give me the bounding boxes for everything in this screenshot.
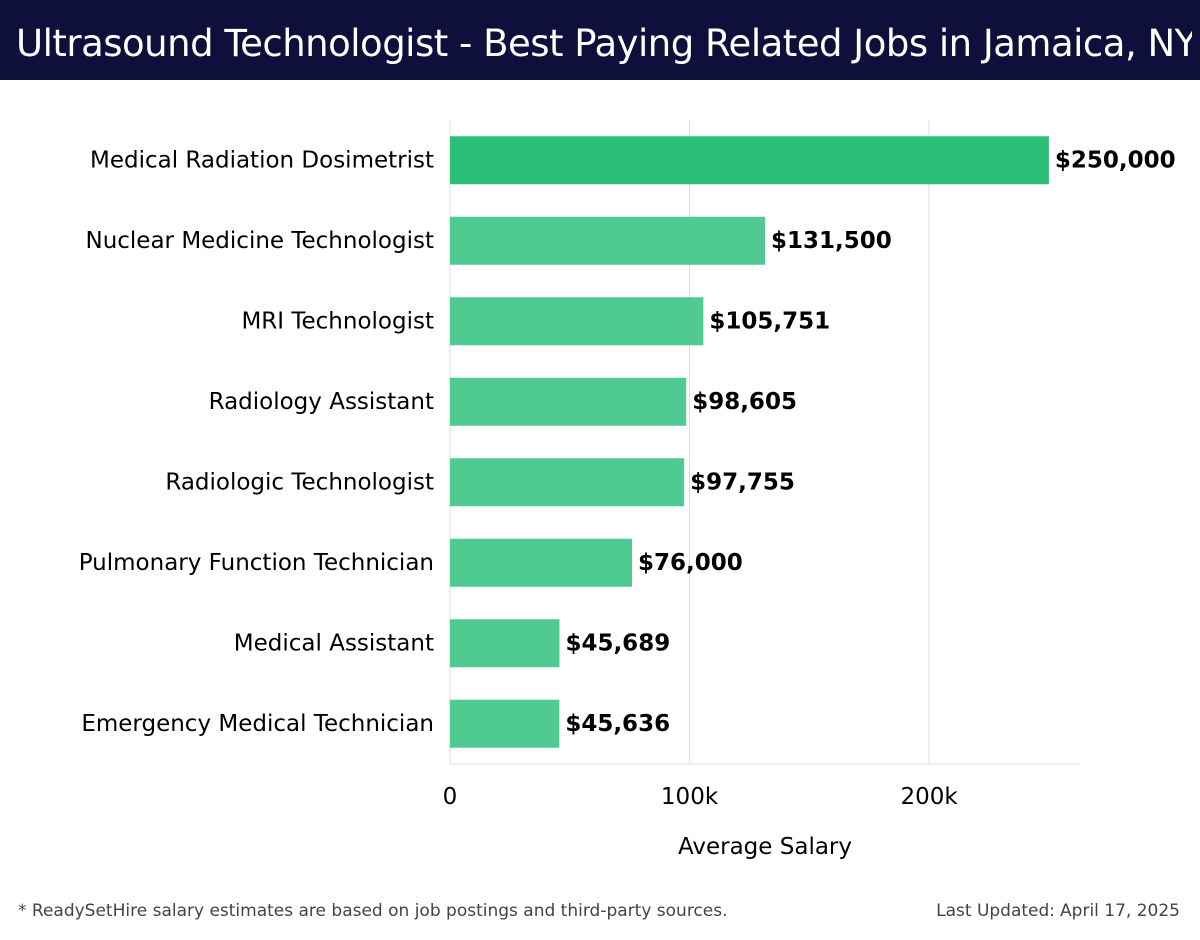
value-labels: $250,000 $131,500 $105,751 $98,605 $97,755 $7… bbox=[565, 147, 1175, 737]
bar bbox=[450, 216, 765, 265]
bars bbox=[450, 136, 1049, 748]
category-label: Medical Radiation Dosimetrist bbox=[90, 147, 434, 173]
grid-lines bbox=[449, 120, 930, 764]
value-label: $45,636 bbox=[565, 711, 670, 737]
last-updated: Last Updated: April 17, 2025 bbox=[936, 901, 1180, 921]
value-label: $131,500 bbox=[771, 228, 892, 254]
bar bbox=[450, 538, 633, 587]
category-labels: Medical Radiation Dosimetrist Nuclear Med… bbox=[79, 147, 434, 737]
chart-title: Ultrasound Technologist - Best Paying Re… bbox=[16, 22, 1192, 65]
category-label: MRI Technologist bbox=[241, 308, 434, 334]
value-label: $76,000 bbox=[638, 550, 743, 576]
value-label: $105,751 bbox=[709, 308, 830, 334]
x-tick-label: 200k bbox=[900, 784, 958, 810]
value-label: $97,755 bbox=[690, 469, 795, 495]
category-label: Emergency Medical Technician bbox=[81, 711, 434, 737]
x-tick-label: 100k bbox=[661, 784, 719, 810]
x-axis-title: Average Salary bbox=[678, 834, 852, 860]
bar bbox=[450, 377, 687, 426]
x-tick-label: 0 bbox=[443, 784, 458, 810]
value-label: $98,605 bbox=[692, 389, 797, 415]
bar bbox=[450, 297, 704, 346]
bar-chart: Medical Radiation Dosimetrist Nuclear Med… bbox=[79, 120, 1176, 860]
bar bbox=[450, 136, 1049, 185]
last-updated-date: April 17, 2025 bbox=[1060, 901, 1180, 921]
category-label: Radiologic Technologist bbox=[165, 469, 434, 495]
category-label: Nuclear Medicine Technologist bbox=[85, 228, 434, 254]
chart-header: Ultrasound Technologist - Best Paying Re… bbox=[0, 0, 1200, 80]
value-label: $45,689 bbox=[565, 630, 670, 656]
category-label: Pulmonary Function Technician bbox=[79, 550, 434, 576]
category-label: Medical Assistant bbox=[234, 630, 434, 656]
footnote: * ReadySetHire salary estimates are base… bbox=[18, 901, 728, 921]
bar bbox=[450, 458, 685, 507]
bar bbox=[450, 619, 560, 668]
value-label: $250,000 bbox=[1055, 147, 1176, 173]
last-updated-label: Last Updated: bbox=[936, 901, 1056, 921]
category-label: Radiology Assistant bbox=[209, 389, 434, 415]
x-axis: 0 100k 200k Average Salary bbox=[443, 763, 1080, 860]
bar bbox=[450, 699, 560, 748]
